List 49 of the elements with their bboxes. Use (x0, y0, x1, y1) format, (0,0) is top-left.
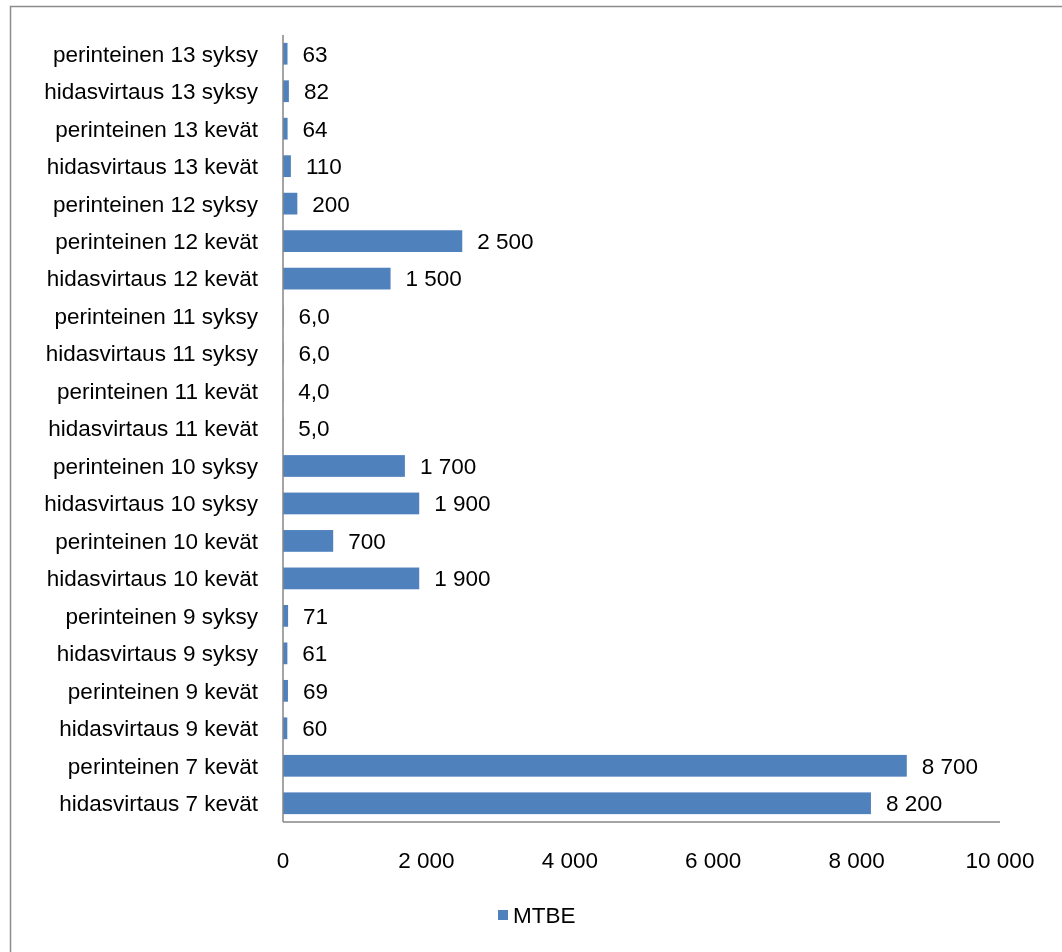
data-label: 2 500 (477, 228, 534, 254)
x-tick-label: 4 000 (541, 847, 598, 873)
data-label: 6,0 (298, 303, 330, 329)
x-tick-label: 6 000 (685, 847, 742, 873)
data-label: 8 200 (885, 791, 943, 817)
data-label: 6,0 (298, 341, 330, 367)
y-tick-label: perinteinen 12 syksy (52, 191, 259, 217)
data-label: 200 (312, 191, 350, 217)
data-label: 71 (303, 603, 329, 629)
y-tick-label: perinteinen 13 kevät (55, 116, 259, 142)
y-tick-label: perinteinen 10 syksy (52, 453, 259, 479)
data-label: 69 (302, 678, 328, 704)
y-tick-label: hidasvirtaus 10 kevät (46, 566, 259, 592)
y-tick-label: perinteinen 7 kevät (67, 753, 259, 779)
x-tick-label: 2 000 (398, 847, 455, 873)
x-tick-label: 8 000 (828, 847, 885, 873)
data-label: 1 500 (405, 266, 462, 292)
data-label: 82 (303, 79, 329, 105)
data-label: 5,0 (298, 416, 330, 442)
data-label: 1 700 (419, 453, 477, 479)
data-label: 1 900 (434, 491, 491, 517)
data-label: 8 700 (921, 753, 979, 779)
data-label: 700 (348, 528, 386, 554)
y-tick-label: hidasvirtaus 9 kevät (59, 716, 259, 742)
legend-label: MTBE (513, 902, 576, 928)
x-tick-label: 10 000 (965, 847, 1035, 873)
x-tick-label: 0 (276, 847, 290, 873)
data-label: 60 (302, 716, 328, 742)
y-tick-label: perinteinen 10 kevät (55, 528, 259, 554)
y-tick-label: hidasvirtaus 11 kevät (48, 416, 259, 442)
y-tick-label: hidasvirtaus 12 kevät (46, 266, 259, 292)
y-tick-label: perinteinen 12 kevät (55, 228, 259, 254)
y-tick-label: perinteinen 9 syksy (65, 603, 259, 629)
data-label: 4,0 (298, 378, 330, 404)
y-tick-label: hidasvirtaus 7 kevät (59, 791, 259, 817)
data-label: 1 900 (434, 566, 491, 592)
y-tick-label: hidasvirtaus 11 syksy (45, 341, 259, 367)
data-label: 64 (302, 116, 328, 142)
y-tick-label: perinteinen 13 syksy (52, 41, 259, 67)
y-tick-label: hidasvirtaus 13 kevät (46, 154, 259, 180)
y-tick-label: perinteinen 11 kevät (57, 378, 259, 404)
y-tick-label: perinteinen 11 syksy (54, 303, 259, 329)
data-label: 110 (305, 154, 342, 180)
y-tick-label: hidasvirtaus 9 syksy (56, 641, 259, 667)
data-label: 63 (302, 41, 328, 67)
data-label: 61 (302, 641, 328, 667)
y-tick-label: hidasvirtaus 10 syksy (44, 491, 259, 517)
y-tick-label: perinteinen 9 kevät (67, 678, 259, 704)
y-tick-label: hidasvirtaus 13 syksy (44, 79, 259, 105)
